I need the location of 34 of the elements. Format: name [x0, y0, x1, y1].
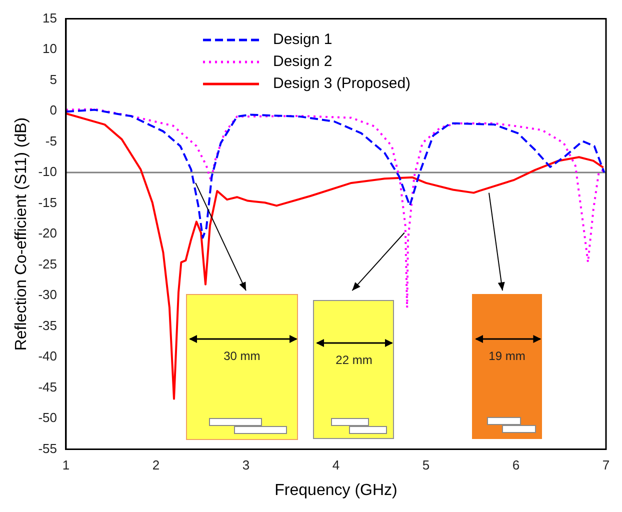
x-tick-label: 2 [152, 458, 160, 473]
legend-label: Design 3 (Proposed) [272, 75, 411, 92]
x-tick-label: 6 [512, 458, 520, 473]
y-tick-label: -20 [38, 226, 57, 241]
antenna-picture: 30 mm [186, 294, 298, 440]
y-tick-label: -25 [38, 256, 57, 272]
x-tick-label: 5 [422, 458, 430, 473]
y-tick-label: 5 [50, 72, 57, 87]
y-tick-label: -50 [38, 410, 57, 426]
y-tick-label: -30 [38, 287, 57, 302]
y-tick-label: -40 [38, 348, 57, 364]
annotation: 22 mm [334, 352, 374, 367]
annotation: 19 mm [488, 348, 526, 363]
antenna-picture: 19 mm [472, 294, 542, 439]
x-tick-label: 4 [332, 458, 340, 473]
y-tick-label: -15 [38, 194, 57, 210]
x-tick-label: 1 [62, 458, 70, 473]
legend-label: Design 2 [272, 53, 332, 70]
antenna-picture: 22 mm [313, 300, 394, 439]
x-tick-label: 3 [242, 458, 250, 473]
y-tick-label: 15 [42, 10, 57, 26]
annotation: 30 mm [222, 348, 262, 363]
y-tick-label: -35 [38, 318, 57, 333]
x-tick-label: 7 [602, 458, 610, 473]
y-axis-title: Reflection Co-efficient (S11) (dB) [13, 117, 30, 351]
y-tick-label: -5 [45, 133, 57, 148]
y-tick-label: -45 [38, 379, 57, 394]
y-tick-label: -55 [38, 440, 57, 456]
legend-label: Design 1 [272, 31, 332, 48]
line-series [66, 108, 606, 239]
y-tick-label: 10 [42, 41, 57, 56]
y-tick-label: -10 [38, 164, 57, 180]
x-axis-title: Frequency (GHz) [274, 482, 398, 499]
y-tick-label: 0 [50, 102, 57, 118]
